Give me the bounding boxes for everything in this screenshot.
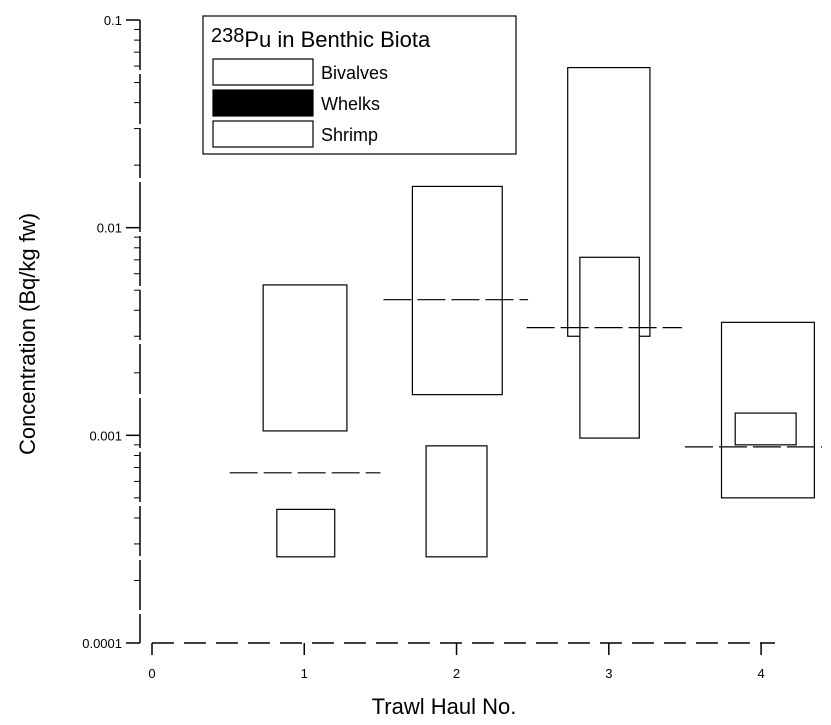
legend-label-whelks: Whelks — [321, 94, 380, 114]
box-haul-2 — [425, 445, 488, 558]
plot-marks — [229, 66, 822, 558]
legend-title-isotope: 238 — [211, 25, 244, 47]
axes: 0.0001 0.001 0.01 0.1 0 1 2 3 4 — [82, 13, 775, 681]
y-minor-ticks — [134, 29, 140, 581]
legend: 238Pu in Benthic Biota Bivalves Whelks Shr… — [202, 15, 517, 155]
legend-title: 238Pu in Benthic Biota — [211, 25, 431, 52]
box-haul-4 — [720, 321, 815, 499]
legend-label-bivalves: Bivalves — [321, 63, 388, 83]
y-tick-label: 0.001 — [89, 428, 122, 443]
x-axis-title: Trawl Haul No. — [372, 694, 517, 719]
legend-swatch-shrimp — [212, 120, 314, 148]
x-tick-label: 4 — [757, 666, 764, 681]
y-axis-title: Concentration (Bq/kg fw) — [15, 213, 40, 455]
reference-lines — [229, 299, 822, 474]
x-tick-label: 3 — [605, 666, 612, 681]
x-ticks: 0 1 2 3 4 — [148, 643, 765, 681]
boxes — [262, 66, 815, 558]
y-tick-label: 0.01 — [97, 221, 122, 236]
legend-swatch-whelks — [212, 89, 314, 117]
box-haul-2 — [411, 185, 503, 396]
x-tick-label: 1 — [301, 666, 308, 681]
legend-entries: Bivalves Whelks Shrimp — [212, 58, 388, 148]
y-tick-label: 0.0001 — [82, 636, 122, 651]
legend-title-text: Pu in Benthic Biota — [244, 27, 431, 52]
box-haul-1 — [276, 508, 336, 558]
box-haul-1 — [262, 284, 348, 432]
x-tick-label: 2 — [453, 666, 460, 681]
x-tick-label: 0 — [148, 666, 155, 681]
legend-swatch-bivalves — [212, 58, 314, 86]
box-haul-3 — [579, 256, 640, 439]
y-ticks: 0.0001 0.001 0.01 0.1 — [82, 13, 140, 651]
y-tick-label: 0.1 — [104, 13, 122, 28]
box-haul-4 — [734, 412, 797, 446]
legend-label-shrimp: Shrimp — [321, 125, 378, 145]
